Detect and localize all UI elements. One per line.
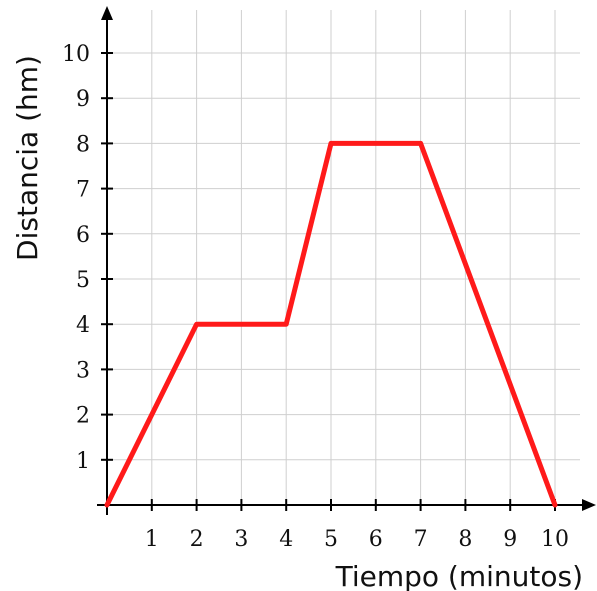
tick-labels: 1 2 3 4 5 6 7 8 9 10 1 2 3 4 5 6 7 8 9 10	[62, 42, 569, 552]
y-tick-label: 5	[76, 268, 90, 293]
x-tick-label: 7	[414, 527, 428, 552]
x-tick-label: 3	[234, 527, 248, 552]
y-tick-label: 3	[76, 358, 90, 383]
y-tick-label: 2	[76, 404, 90, 429]
series-line	[104, 140, 558, 508]
y-tick-label: 6	[76, 223, 90, 248]
y-tick-label: 9	[76, 87, 90, 112]
x-tick-label: 10	[541, 527, 569, 552]
axes	[97, 6, 596, 515]
x-tick-label: 1	[145, 527, 159, 552]
x-tick-label: 9	[503, 527, 517, 552]
x-tick-label: 8	[458, 527, 472, 552]
x-tick-label: 2	[190, 527, 204, 552]
ticks	[101, 52, 556, 511]
y-tick-label: 10	[62, 42, 90, 67]
x-tick-label: 5	[324, 527, 338, 552]
x-axis-title: Tiempo (minutos)	[335, 560, 583, 591]
x-tick-label: 4	[279, 527, 293, 552]
y-tick-label: 4	[76, 313, 90, 338]
grid	[107, 10, 580, 505]
y-axis-title: Distancia (hm)	[11, 55, 44, 261]
series	[104, 140, 558, 508]
x-axis-arrow	[582, 499, 596, 511]
y-tick-label: 8	[76, 132, 90, 157]
y-tick-label: 1	[76, 449, 90, 474]
y-axis-arrow	[101, 6, 113, 20]
y-tick-label: 7	[76, 178, 90, 203]
x-tick-label: 6	[369, 527, 383, 552]
